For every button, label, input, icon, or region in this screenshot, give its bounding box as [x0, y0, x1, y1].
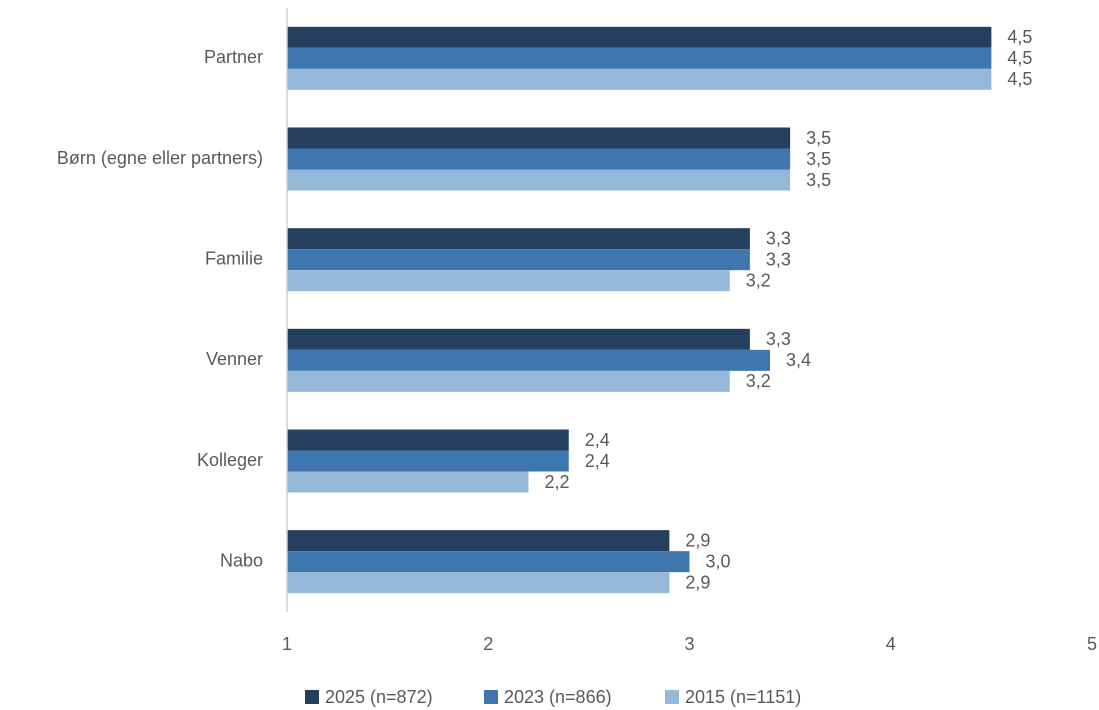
y-tick-label: Venner — [206, 349, 263, 369]
x-tick-label: 5 — [1087, 634, 1097, 654]
bar — [287, 572, 670, 594]
legend-swatch — [665, 690, 679, 704]
bar — [287, 68, 992, 90]
bar — [287, 349, 770, 371]
value-label: 3,4 — [786, 350, 811, 370]
value-label: 3,5 — [806, 128, 831, 148]
value-label: 2,4 — [585, 451, 610, 471]
value-label: 2,9 — [685, 572, 710, 592]
value-label: 3,3 — [766, 249, 791, 269]
value-label: 4,5 — [1007, 27, 1032, 47]
bar — [287, 551, 690, 573]
value-label: 2,9 — [685, 530, 710, 550]
bar — [287, 370, 730, 392]
bar — [287, 127, 791, 149]
bar — [287, 429, 569, 451]
value-label: 2,4 — [585, 430, 610, 450]
legend-label: 2025 (n=872) — [325, 687, 433, 707]
x-tick-label: 1 — [282, 634, 292, 654]
value-label: 3,5 — [806, 149, 831, 169]
y-tick-label: Kolleger — [197, 450, 263, 470]
bar — [287, 47, 992, 69]
bar — [287, 228, 750, 250]
bar — [287, 249, 750, 271]
bar — [287, 328, 750, 350]
y-tick-label: Nabo — [220, 550, 263, 570]
bar — [287, 530, 670, 552]
y-tick-label: Børn (egne eller partners) — [57, 148, 263, 168]
value-label: 3,0 — [706, 551, 731, 571]
legend-swatch — [305, 690, 319, 704]
bar — [287, 450, 569, 472]
x-tick-label: 3 — [684, 634, 694, 654]
x-tick-label: 2 — [483, 634, 493, 654]
value-label: 3,2 — [746, 270, 771, 290]
value-label: 3,3 — [766, 228, 791, 248]
value-label: 4,5 — [1007, 48, 1032, 68]
bar — [287, 471, 529, 493]
bar — [287, 169, 791, 191]
value-label: 3,5 — [806, 170, 831, 190]
legend-label: 2023 (n=866) — [504, 687, 612, 707]
value-label: 3,3 — [766, 329, 791, 349]
legend-swatch — [484, 690, 498, 704]
bar — [287, 148, 791, 170]
value-label: 2,2 — [545, 472, 570, 492]
x-tick-label: 4 — [886, 634, 896, 654]
value-label: 3,2 — [746, 371, 771, 391]
bar — [287, 26, 992, 48]
y-tick-label: Partner — [204, 47, 263, 67]
bar — [287, 270, 730, 292]
legend-label: 2015 (n=1151) — [685, 687, 801, 707]
y-tick-label: Familie — [205, 248, 263, 268]
value-label: 4,5 — [1007, 69, 1032, 89]
